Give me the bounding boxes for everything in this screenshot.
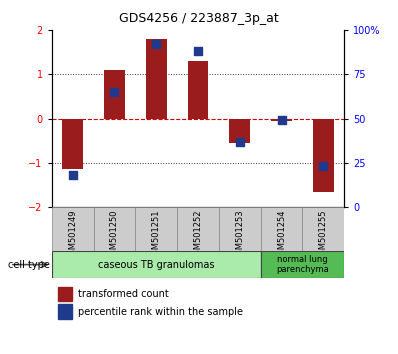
Text: normal lung
parenchyma: normal lung parenchyma: [276, 255, 329, 274]
Text: GSM501255: GSM501255: [319, 209, 328, 260]
Point: [111, 89, 118, 95]
Text: GSM501252: GSM501252: [193, 209, 203, 260]
Bar: [261, 251, 344, 278]
Point: [195, 48, 201, 54]
Text: GSM501249: GSM501249: [68, 209, 77, 260]
Point: [320, 164, 326, 169]
Point: [278, 118, 285, 123]
Bar: [52, 251, 261, 278]
Bar: [146, 39, 167, 119]
Bar: [271, 119, 292, 121]
FancyBboxPatch shape: [94, 207, 135, 251]
Bar: [62, 119, 83, 170]
Text: GDS4256 / 223887_3p_at: GDS4256 / 223887_3p_at: [119, 12, 279, 25]
Bar: [187, 61, 209, 119]
FancyBboxPatch shape: [177, 207, 219, 251]
FancyBboxPatch shape: [52, 207, 94, 251]
Bar: [229, 119, 250, 143]
Text: GSM501254: GSM501254: [277, 209, 286, 260]
Text: cell type: cell type: [8, 260, 50, 270]
Text: transformed count: transformed count: [78, 289, 168, 299]
Text: caseous TB granulomas: caseous TB granulomas: [98, 259, 215, 270]
FancyBboxPatch shape: [261, 207, 302, 251]
Bar: [313, 119, 334, 192]
FancyBboxPatch shape: [135, 207, 177, 251]
Text: GSM501253: GSM501253: [235, 209, 244, 260]
Bar: [104, 70, 125, 119]
Point: [153, 41, 159, 47]
Point: [69, 172, 76, 178]
Text: GSM501251: GSM501251: [152, 209, 161, 260]
FancyBboxPatch shape: [302, 207, 344, 251]
FancyBboxPatch shape: [219, 207, 261, 251]
Text: percentile rank within the sample: percentile rank within the sample: [78, 307, 243, 316]
Point: [236, 139, 243, 144]
Text: GSM501250: GSM501250: [110, 209, 119, 260]
